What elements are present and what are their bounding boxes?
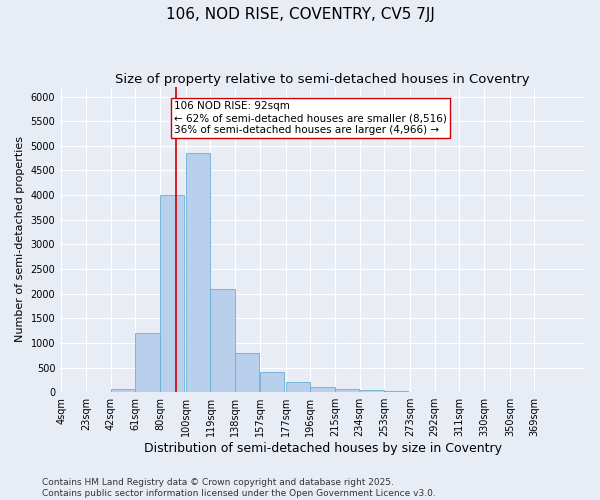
Bar — [384, 390, 409, 392]
Bar — [136, 333, 160, 392]
Y-axis label: Number of semi-detached properties: Number of semi-detached properties — [15, 136, 25, 342]
Title: Size of property relative to semi-detached houses in Coventry: Size of property relative to semi-detach… — [115, 72, 530, 86]
Bar — [310, 388, 335, 392]
Text: 106, NOD RISE, COVENTRY, CV5 7JJ: 106, NOD RISE, COVENTRY, CV5 7JJ — [166, 8, 434, 22]
Bar — [286, 382, 310, 392]
Bar — [359, 390, 384, 392]
Text: Contains HM Land Registry data © Crown copyright and database right 2025.
Contai: Contains HM Land Registry data © Crown c… — [42, 478, 436, 498]
Bar — [186, 153, 210, 392]
Text: 106 NOD RISE: 92sqm
← 62% of semi-detached houses are smaller (8,516)
36% of sem: 106 NOD RISE: 92sqm ← 62% of semi-detach… — [174, 102, 447, 134]
Bar — [260, 372, 284, 392]
Bar — [335, 389, 359, 392]
X-axis label: Distribution of semi-detached houses by size in Coventry: Distribution of semi-detached houses by … — [143, 442, 502, 455]
Bar — [111, 388, 135, 392]
Bar — [235, 353, 259, 392]
Bar — [211, 288, 235, 392]
Bar — [160, 195, 184, 392]
